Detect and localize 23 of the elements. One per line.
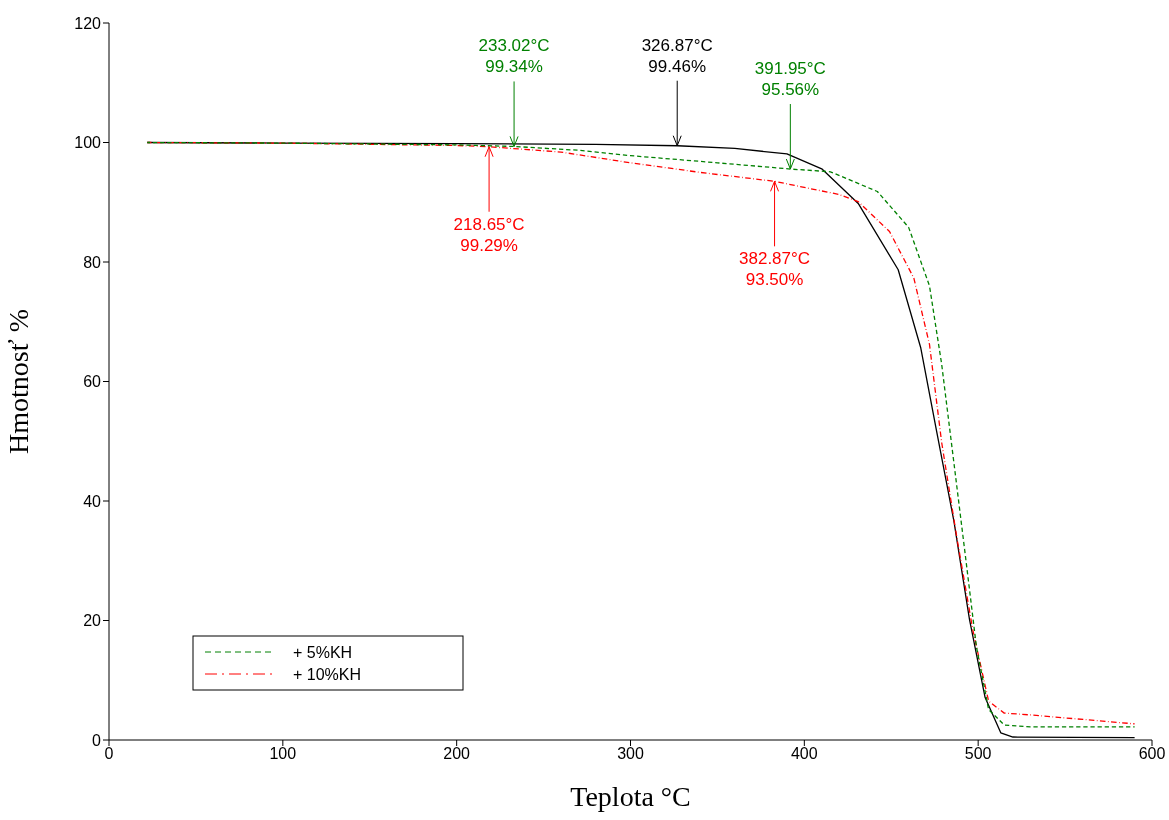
annotation: 233.02°C 99.34% — [478, 36, 550, 77]
x-axis-title: Teplota °C — [570, 781, 691, 812]
y-tick-label: 40 — [83, 492, 102, 510]
y-tick-label: 0 — [92, 731, 102, 749]
y-tick-label: 100 — [74, 134, 102, 152]
annotation: 218.65°C 99.29% — [453, 214, 525, 255]
annotation: 391.95°C 95.56% — [754, 59, 826, 100]
x-tick-label: 0 — [104, 745, 114, 763]
y-tick-label: 60 — [83, 373, 102, 391]
legend-label: + 5%KH — [293, 644, 353, 661]
x-tick-label: 200 — [443, 745, 471, 763]
annotation: 382.87°C 93.50% — [739, 249, 811, 290]
legend-label: + 10%KH — [293, 666, 362, 683]
y-tick-label: 80 — [83, 253, 102, 271]
x-tick-label: 500 — [964, 745, 992, 763]
x-tick-label: 600 — [1138, 745, 1166, 763]
y-tick-label: 120 — [74, 14, 102, 32]
x-tick-label: 100 — [269, 745, 297, 763]
x-tick-label: 400 — [790, 745, 818, 763]
y-axis-title: Hmotnosť % — [2, 309, 34, 454]
annotation: 326.87°C 99.46% — [641, 35, 713, 76]
x-tick-label: 300 — [617, 745, 644, 763]
y-tick-label: 20 — [83, 612, 102, 630]
